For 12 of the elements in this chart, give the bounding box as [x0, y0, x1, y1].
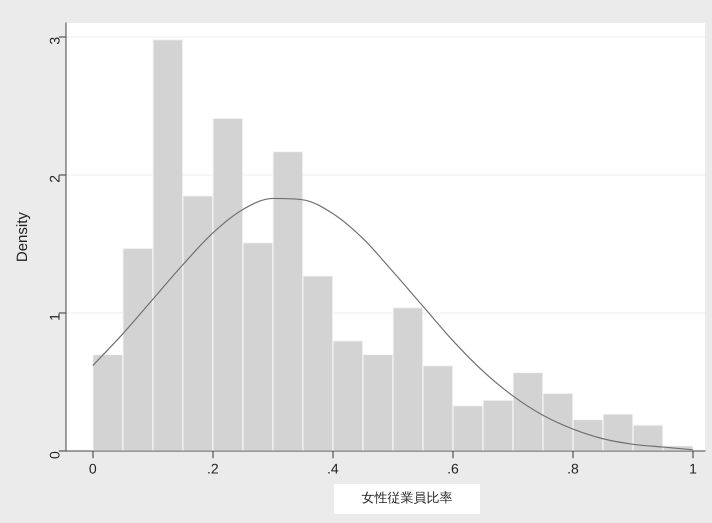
x-tick-label: .6 [447, 460, 459, 476]
x-tick-label: 1 [689, 460, 698, 476]
y-axis-title: Density [14, 212, 32, 262]
y-tick-label: 0 [46, 450, 63, 459]
x-tick-label: .8 [567, 460, 580, 476]
y-tick-label: 2 [46, 174, 63, 183]
x-tick-label: .4 [327, 460, 339, 476]
x-tick-label: .2 [207, 460, 219, 476]
x-axis-title: 女性従業員比率 [334, 484, 480, 514]
x-tick-label: 0 [88, 460, 97, 476]
y-tick-label: 3 [46, 36, 63, 45]
y-tick-label: 1 [46, 312, 63, 321]
